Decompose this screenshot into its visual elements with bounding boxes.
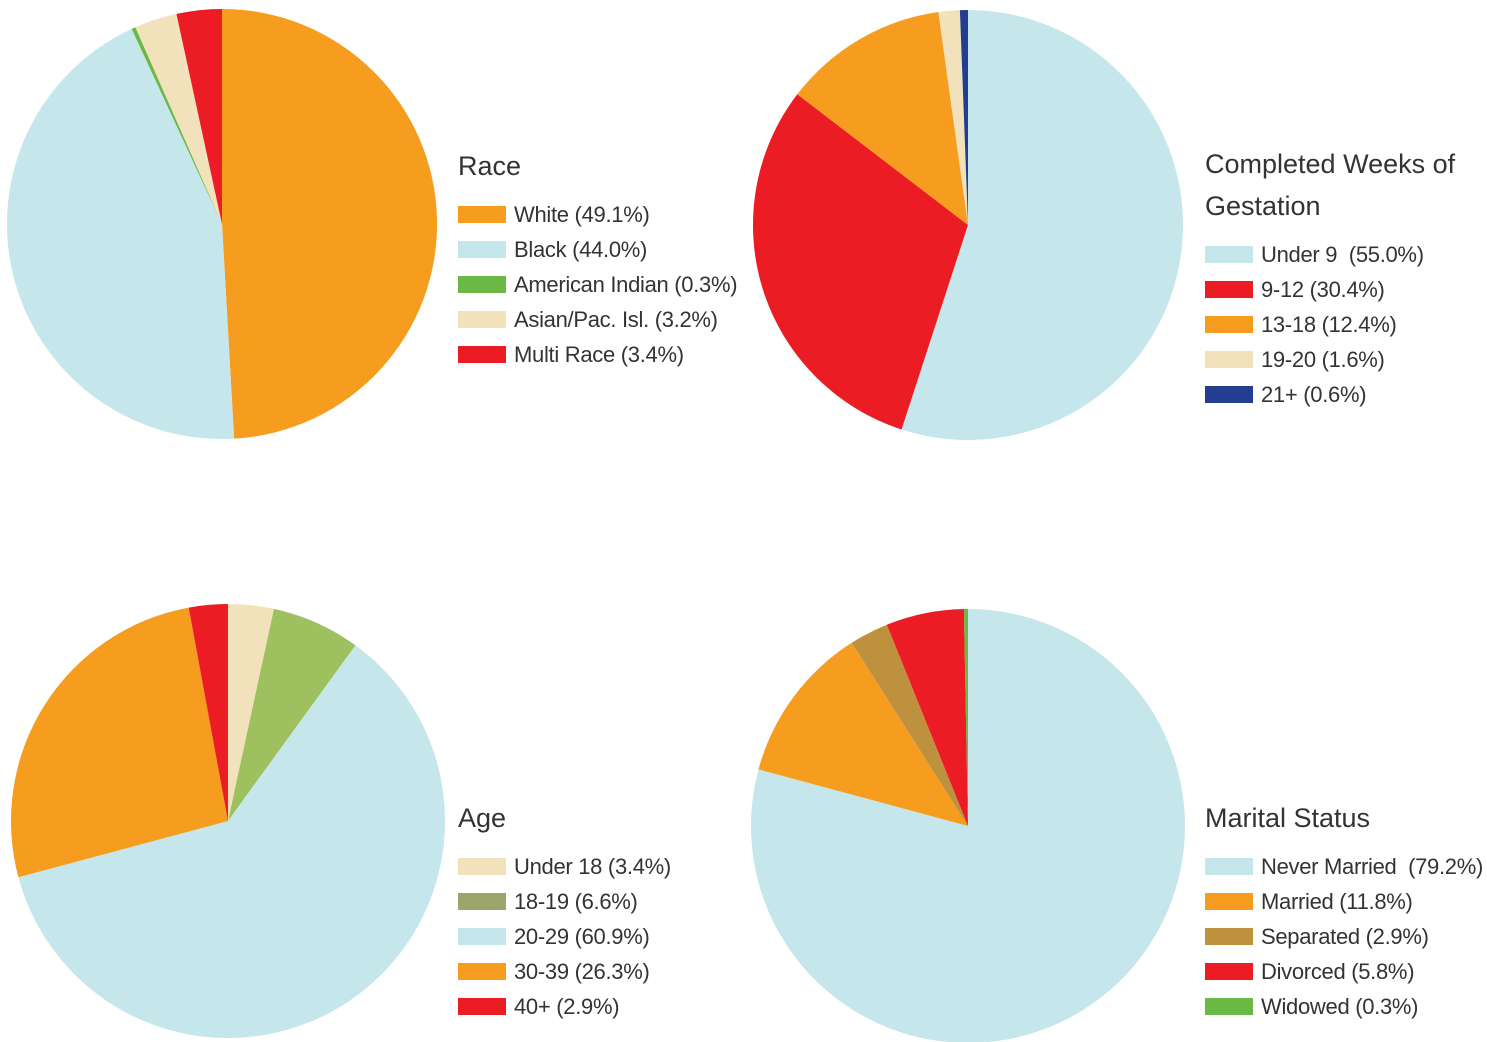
age-slice-under-18 <box>228 604 274 821</box>
age-chart-panel: Age Under 18 (3.4%) 18-19 (6.6%) 20-29 (60… <box>0 520 740 1042</box>
race-slice-asian-pac-isl <box>135 13 222 225</box>
gestation-slice-21 <box>959 9 968 226</box>
gestation-pie-chart <box>752 9 1183 440</box>
gestation-legend-item-19-20: 19-20 (1.6%) <box>1205 342 1465 377</box>
age-legend-item-40: 40+ (2.9%) <box>458 989 671 1024</box>
race-slice-multi-race <box>176 9 222 224</box>
gestation-slice-19-20 <box>938 10 968 226</box>
legend-swatch <box>1205 246 1253 263</box>
legend-label: 40+ (2.9%) <box>514 993 620 1019</box>
age-slice-40 <box>188 604 228 821</box>
race-legend: Race White (49.1%) Black (44.0%) American … <box>458 145 738 372</box>
legend-label: 30-39 (26.3%) <box>514 958 650 984</box>
race-pie-chart <box>6 8 438 440</box>
legend-swatch <box>458 206 506 223</box>
legend-label: Never Married (79.2%) <box>1261 853 1484 879</box>
legend-label: Separated (2.9%) <box>1261 923 1429 949</box>
legend-label: Widowed (0.3%) <box>1261 993 1419 1019</box>
race-slice-american-indian <box>131 27 222 224</box>
race-slice-black <box>6 28 235 440</box>
race-chart-title: Race <box>458 151 522 181</box>
marital-legend-item-married: Married (11.8%) <box>1205 884 1483 919</box>
race-legend-item-black: Black (44.0%) <box>458 232 737 267</box>
gestation-legend: Completed Weeks of Gestation Under 9 (55… <box>1205 143 1465 412</box>
gestation-slice-9-12 <box>752 94 968 430</box>
legend-label: 20-29 (60.9%) <box>514 923 650 949</box>
legend-swatch <box>458 893 506 910</box>
legend-label: Multi Race (3.4%) <box>514 341 684 367</box>
marital-slice-widowed <box>963 609 968 826</box>
legend-swatch <box>458 311 506 328</box>
legend-label: Under 18 (3.4%) <box>514 853 671 879</box>
legend-label: Under 9 (55.0%) <box>1261 241 1424 267</box>
age-legend-item-18-19: 18-19 (6.6%) <box>458 884 671 919</box>
legend-swatch <box>458 998 506 1015</box>
legend-swatch <box>1205 281 1253 298</box>
legend-label: 21+ (0.6%) <box>1261 381 1367 407</box>
gestation-legend-item-9-12: 9-12 (30.4%) <box>1205 272 1465 307</box>
race-slice-white <box>222 8 438 439</box>
age-pie-chart <box>11 604 445 1038</box>
legend-label: 13-18 (12.4%) <box>1261 311 1397 337</box>
legend-swatch <box>1205 963 1253 980</box>
marital-slice-divorced <box>886 609 968 826</box>
legend-swatch <box>1205 858 1253 875</box>
gestation-slice-13-18 <box>797 12 968 225</box>
legend-label: Black (44.0%) <box>514 236 648 262</box>
legend-swatch <box>1205 316 1253 333</box>
legend-label: Married (11.8%) <box>1261 888 1413 914</box>
gestation-chart-title: Completed Weeks of Gestation <box>1205 149 1456 221</box>
age-legend: Age Under 18 (3.4%) 18-19 (6.6%) 20-29 (60… <box>458 797 671 1024</box>
marital-slice-never-married <box>751 609 1185 1042</box>
legend-label: White (49.1%) <box>514 201 650 227</box>
race-legend-item-white: White (49.1%) <box>458 197 737 232</box>
marital-slice-married <box>758 642 968 826</box>
marital-legend-item-widowed: Widowed (0.3%) <box>1205 989 1483 1024</box>
marital-chart-title: Marital Status <box>1205 803 1371 833</box>
marital-chart-panel: Marital Status Never Married (79.2%) Marr… <box>740 520 1487 1042</box>
race-chart-panel: Race White (49.1%) Black (44.0%) American … <box>0 0 740 500</box>
race-legend-item-asian-pac-isl: Asian/Pac. Isl. (3.2%) <box>458 302 737 337</box>
legend-swatch <box>1205 351 1253 368</box>
legend-swatch <box>458 963 506 980</box>
gestation-legend-item-21: 21+ (0.6%) <box>1205 377 1465 412</box>
race-legend-item-multi-race: Multi Race (3.4%) <box>458 337 737 372</box>
marital-legend: Marital Status Never Married (79.2%) Marr… <box>1205 797 1483 1024</box>
legend-swatch <box>458 346 506 363</box>
age-slice-18-19 <box>228 608 356 821</box>
age-legend-item-30-39: 30-39 (26.3%) <box>458 954 671 989</box>
age-slice-20-29 <box>18 645 445 1038</box>
marital-slice-separated <box>851 624 968 826</box>
age-legend-item-20-29: 20-29 (60.9%) <box>458 919 671 954</box>
legend-swatch <box>1205 893 1253 910</box>
legend-swatch <box>458 928 506 945</box>
gestation-legend-item-under-9: Under 9 (55.0%) <box>1205 237 1465 272</box>
legend-label: 9-12 (30.4%) <box>1261 276 1385 302</box>
legend-swatch <box>458 858 506 875</box>
marital-legend-item-never-married: Never Married (79.2%) <box>1205 849 1483 884</box>
legend-swatch <box>1205 928 1253 945</box>
marital-legend-item-separated: Separated (2.9%) <box>1205 919 1483 954</box>
legend-label: 19-20 (1.6%) <box>1261 346 1385 372</box>
legend-swatch <box>1205 386 1253 403</box>
age-legend-item-under-18: Under 18 (3.4%) <box>458 849 671 884</box>
legend-swatch <box>458 276 506 293</box>
legend-swatch <box>1205 998 1253 1015</box>
age-chart-title: Age <box>458 803 507 833</box>
marital-pie-chart <box>751 609 1185 1042</box>
gestation-chart-panel: Completed Weeks of Gestation Under 9 (55… <box>740 0 1487 500</box>
gestation-slice-under-9 <box>901 10 1183 440</box>
legend-label: Asian/Pac. Isl. (3.2%) <box>514 306 718 332</box>
legend-label: 18-19 (6.6%) <box>514 888 638 914</box>
age-slice-30-39 <box>11 607 229 878</box>
legend-swatch <box>458 241 506 258</box>
marital-legend-item-divorced: Divorced (5.8%) <box>1205 954 1483 989</box>
legend-label: American Indian (0.3%) <box>514 271 738 297</box>
race-legend-item-american-indian: American Indian (0.3%) <box>458 267 738 302</box>
legend-label: Divorced (5.8%) <box>1261 958 1415 984</box>
gestation-legend-item-13-18: 13-18 (12.4%) <box>1205 307 1465 342</box>
